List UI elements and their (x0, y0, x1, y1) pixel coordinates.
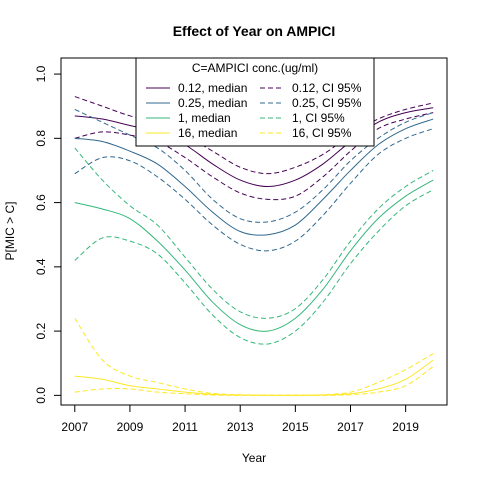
y-tick-label: 0.4 (34, 258, 48, 275)
legend-label: 0.12, CI 95% (292, 81, 362, 95)
y-tick-label: 0.2 (34, 322, 48, 339)
series-layer (74, 96, 434, 396)
series-line-1-lower (74, 189, 434, 345)
legend: C=AMPICI conc.(ug/ml) 0.12, median 0.12, C… (135, 57, 375, 147)
series-line-0_12-upper (74, 96, 434, 175)
series-line-0_12-lower (74, 112, 434, 201)
legend-label: 16, CI 95% (292, 126, 352, 140)
legend-label: 1, CI 95% (292, 111, 345, 125)
legend-label: 1, median (178, 111, 231, 125)
legend-label: 0.12, median (178, 81, 247, 95)
x-tick-label: 2015 (282, 420, 309, 434)
y-axis-title: P[MIC > C] (3, 201, 17, 260)
legend-box (135, 57, 375, 147)
y-tick-label: 0.6 (34, 194, 48, 211)
x-tick-label: 2013 (227, 420, 254, 434)
x-tick-label: 2007 (61, 420, 88, 434)
series-line-1-median (74, 179, 434, 332)
x-axis-title: Year (242, 451, 266, 465)
series-line-0_12-median (74, 107, 434, 188)
x-tick-label: 2017 (337, 420, 364, 434)
x-tick-label: 2019 (392, 420, 419, 434)
x-tick-label: 2009 (117, 420, 144, 434)
series-line-0_25-median (74, 118, 434, 236)
series-line-1-upper (74, 147, 434, 319)
legend-label: 0.25, median (178, 96, 247, 110)
legend-title: C=AMPICI conc.(ug/ml) (192, 61, 318, 75)
y-tick-label: 0.8 (34, 130, 48, 147)
x-tick-label: 2011 (172, 420, 198, 434)
legend-label: 16, median (178, 126, 237, 140)
legend-label: 0.25, CI 95% (292, 96, 362, 110)
y-tick-label: 0.0 (34, 387, 48, 404)
series-line-16-lower (74, 366, 434, 396)
chart-title: Effect of Year on AMPICI (173, 23, 336, 39)
y-tick-label: 1.0 (34, 65, 48, 82)
